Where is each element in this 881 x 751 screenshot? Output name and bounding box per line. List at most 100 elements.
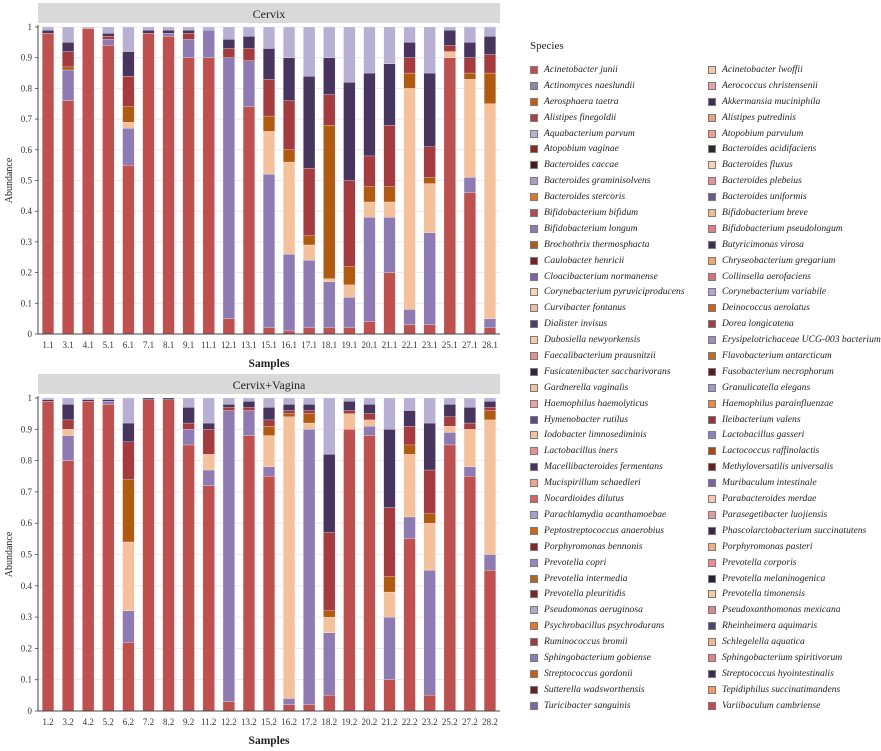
legend-swatch [530, 383, 538, 392]
bar-segment [62, 435, 75, 461]
legend-swatch [530, 542, 538, 551]
x-tick-label: 25.1 [442, 340, 458, 350]
legend-label: Acinetobacter lwoffii [722, 64, 803, 75]
bar-segment [463, 429, 476, 467]
bar-segment [463, 42, 476, 58]
bar-segment [423, 324, 436, 335]
legend-item: Haemophilus parainfluenzae [708, 396, 881, 412]
bar-segment [62, 460, 75, 712]
bar-segment [142, 33, 155, 335]
legend-swatch [708, 542, 716, 551]
legend-swatch [708, 606, 716, 615]
legend-swatch [708, 431, 716, 440]
bar-segment [263, 131, 275, 175]
legend-item: Mucispirillum schaedleri [530, 475, 685, 491]
x-tick-label: 18.2 [321, 717, 337, 727]
legend-item: Prevotella pleuritidis [530, 586, 685, 602]
legend-swatch [708, 288, 716, 297]
legend-item: Erysipelotrichaceae UCG-003 bacterium [708, 332, 881, 348]
legend-item: Bacteroides stercoris [530, 189, 685, 205]
legend-swatch [530, 224, 538, 233]
bar-segment [242, 397, 255, 402]
legend-swatch [530, 669, 538, 678]
bar-segment [383, 217, 396, 273]
bar-segment [484, 327, 496, 335]
legend-swatch [530, 129, 538, 138]
x-tick-label: 20.1 [362, 340, 378, 350]
bar-segment [182, 429, 195, 446]
legend-swatch [708, 415, 716, 424]
bar-segment [343, 26, 356, 83]
legend-item: Porphyromonas pasteri [708, 539, 881, 555]
legend-item: Bifidobacterium breve [708, 205, 881, 221]
bar-segment [443, 426, 456, 433]
legend-swatch [708, 495, 716, 504]
legend-label: Atopobium parvulum [722, 127, 804, 139]
legend-label: Turicibacter sanguinis [544, 699, 631, 711]
legend-label: Deinococcus aerolatus [722, 302, 810, 314]
bar-segment [423, 146, 436, 178]
bar-segment [303, 429, 316, 705]
legend-swatch [530, 479, 538, 488]
bar-segment [323, 278, 336, 282]
legend-swatch [708, 383, 716, 392]
x-tick-label: 15.1 [261, 340, 277, 350]
legend-item: Lactobacillus gasseri [708, 427, 881, 443]
bar-segment [202, 57, 215, 335]
x-tick-label: 6.1 [123, 340, 134, 350]
legend-item: Prevotella corporis [708, 555, 881, 571]
legend-item: Peptostreptococcus anaerobius [530, 523, 685, 539]
legend-item: Bacteroides uniformis [708, 189, 881, 205]
legend-swatch [708, 622, 716, 631]
bar-segment [122, 642, 135, 712]
bar-segment [343, 429, 356, 712]
legend-swatch [530, 81, 538, 90]
legend-swatch [708, 526, 716, 535]
legend-item: Psychrobacillus psychrodurans [530, 618, 685, 634]
bar-segment [323, 26, 336, 58]
legend-swatch [708, 685, 716, 694]
bar-segment [62, 419, 75, 430]
bar-segment [323, 454, 336, 533]
bar-segment [484, 419, 496, 555]
bar-segment [242, 435, 255, 712]
bar-segment [323, 94, 336, 126]
legend-label: Hymenobacter rutilus [544, 413, 628, 425]
x-tick-label: 22.2 [402, 717, 418, 727]
legend-label: Aquabacterium parvum [544, 127, 635, 139]
x-tick-label: 11.1 [201, 340, 216, 350]
legend-item: Tepidiphilus succinatimandens [708, 682, 881, 698]
legend-swatch [708, 653, 716, 662]
legend-swatch [530, 272, 538, 281]
bar-segment [242, 410, 255, 436]
legend-item: Parachlamydia acanthamoebae [530, 507, 685, 523]
bar-segment [343, 297, 356, 328]
bar-segment [263, 426, 275, 436]
legend-item: Faecalibacterium prausnitzii [530, 348, 685, 364]
bar-segment [403, 426, 416, 446]
x-tick-label: 17.1 [301, 340, 317, 350]
bar-segment [343, 401, 356, 411]
bar-segment [363, 217, 376, 322]
bar-segment [182, 422, 195, 430]
legend-item: Caulobacter henricii [530, 253, 685, 269]
bar-segment [182, 407, 195, 424]
bar-segment [162, 29, 175, 34]
bar-segment [484, 36, 496, 55]
bar-segment [343, 410, 356, 414]
bar-segment [383, 679, 396, 712]
chart-title: Cervix [253, 7, 286, 21]
legend-label: Bacteroides uniformis [722, 191, 807, 203]
legend-label: Granulicatella elegans [722, 381, 811, 393]
bar-segment [62, 42, 75, 52]
y-tick-label: 0.6 [21, 145, 33, 155]
bar-segment [323, 632, 336, 696]
legend-swatch [708, 113, 716, 122]
legend-swatch [530, 256, 538, 265]
bar-segment [142, 397, 155, 400]
bar-segment [182, 26, 195, 31]
bar-segment [182, 33, 195, 40]
bar-segment [122, 106, 135, 123]
bar-segment [303, 410, 316, 414]
legend-swatch [708, 701, 716, 710]
